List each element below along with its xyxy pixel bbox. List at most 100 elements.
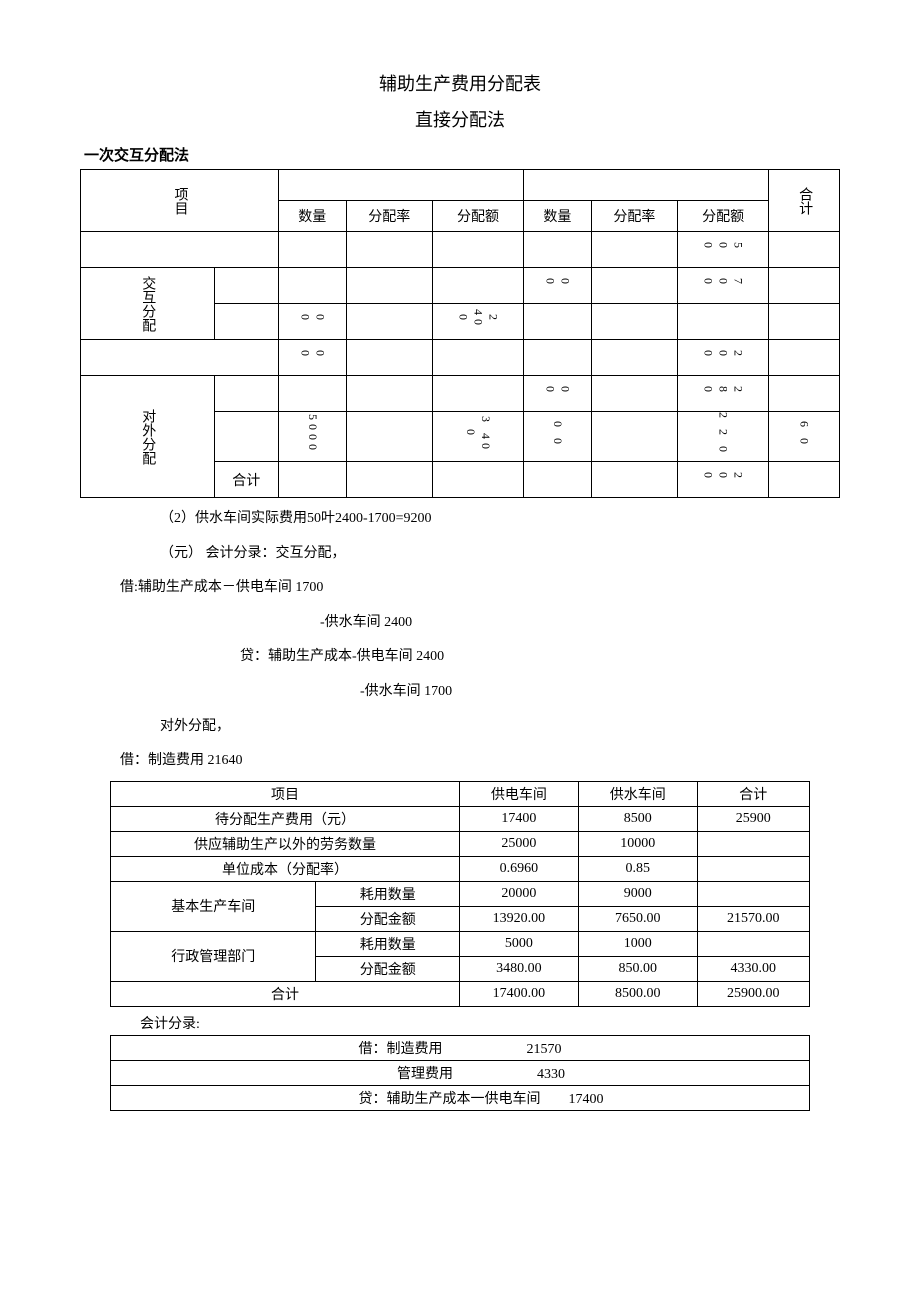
paragraph: （元） 会计分录：交互分配， [160, 541, 840, 568]
entries-label: 会计分录: [140, 1013, 840, 1033]
cell [81, 232, 279, 268]
cell: 2 8 0 [678, 376, 769, 412]
cell [432, 268, 523, 304]
cell [432, 232, 523, 268]
header-group-1 [278, 170, 523, 201]
header-item: 项目 [81, 170, 279, 232]
cell [214, 304, 278, 340]
cell [697, 931, 809, 956]
cell: 3 40 0 [432, 412, 523, 462]
cell [697, 831, 809, 856]
cell: 0 0 [524, 412, 592, 462]
table-row: 合计 17400.00 8500.00 25900.00 [111, 981, 810, 1006]
cell [346, 304, 432, 340]
paragraph: -供水车间 1700 [360, 679, 840, 706]
cell: 待分配生产费用（元） [111, 806, 460, 831]
cell: 0 0 [278, 340, 346, 376]
cell: 2 40 0 [432, 304, 523, 340]
cell: 13920.00 [460, 906, 579, 931]
cell [346, 376, 432, 412]
cell: 0.6960 [460, 856, 579, 881]
header-total: 合计 [769, 170, 840, 232]
cell [432, 462, 523, 498]
cell [591, 462, 677, 498]
cell [346, 462, 432, 498]
cell: 2 2 0 [678, 412, 769, 462]
header-rate2: 分配率 [591, 201, 677, 232]
cell [591, 376, 677, 412]
cell [278, 376, 346, 412]
cell [769, 304, 840, 340]
table-row: 对外分配 0 0 2 8 0 [81, 376, 840, 412]
cell: 21570.00 [697, 906, 809, 931]
cell: 850.00 [578, 956, 697, 981]
cell: 行政管理部门 [111, 931, 316, 981]
cell [591, 340, 677, 376]
cell [346, 232, 432, 268]
cell: 分配金额 [316, 956, 460, 981]
cell [278, 232, 346, 268]
paragraph: 借：制造费用 21640 [120, 748, 840, 775]
cell: 基本生产车间 [111, 881, 316, 931]
cell: 6 0 [769, 412, 840, 462]
cell [769, 340, 840, 376]
table-row: 贷：辅助生产成本一供电车间 17400 [111, 1085, 810, 1110]
cell [769, 462, 840, 498]
cell: 供应辅助生产以外的劳务数量 [111, 831, 460, 856]
heji-label: 合计 [214, 462, 278, 498]
cell: 20000 [460, 881, 579, 906]
cell: 17400 [460, 806, 579, 831]
direct-alloc-table: 项目 供电车间 供水车间 合计 待分配生产费用（元） 17400 8500 25… [110, 781, 810, 1007]
cell [697, 881, 809, 906]
cell [81, 340, 279, 376]
table-row: 单位成本（分配率） 0.6960 0.85 [111, 856, 810, 881]
cell: 合计 [111, 981, 460, 1006]
method-label: 一次交互分配法 [84, 144, 840, 165]
cell: 0 0 [524, 268, 592, 304]
cell [524, 462, 592, 498]
paragraph: 借:辅助生产成本－供电车间 1700 [120, 575, 840, 602]
table-row: 管理费用 4330 [111, 1060, 810, 1085]
cell [214, 268, 278, 304]
cell: 3480.00 [460, 956, 579, 981]
cell [432, 376, 523, 412]
cell [678, 304, 769, 340]
cell: 0 0 [524, 376, 592, 412]
table-row: 项目 合计 [81, 170, 840, 201]
sub-title: 直接分配法 [80, 106, 840, 132]
cell: 25000 [460, 831, 579, 856]
cell: 25900 [697, 806, 809, 831]
header-item: 项目 [111, 781, 460, 806]
cell [278, 268, 346, 304]
cell: 9000 [578, 881, 697, 906]
table-row: 项目 供电车间 供水车间 合计 [111, 781, 810, 806]
cell [524, 340, 592, 376]
header-amount2: 分配额 [678, 201, 769, 232]
cell [591, 412, 677, 462]
cell: 耗用数量 [316, 881, 460, 906]
cell [346, 268, 432, 304]
cross-alloc-table: 项目 合计 数量 分配率 分配额 数量 分配率 分配额 5 0 0 交互分配 0… [80, 169, 840, 498]
cell [697, 856, 809, 881]
paragraph: 贷：辅助生产成本-供电车间 2400 [240, 644, 840, 671]
cell: 5000 [460, 931, 579, 956]
header-amount: 分配额 [432, 201, 523, 232]
paragraph: （2）供水车间实际费用50叶2400-1700=9200 [160, 506, 840, 533]
cell [769, 232, 840, 268]
cell [524, 304, 592, 340]
cross-label: 交互分配 [81, 268, 215, 340]
cell [214, 412, 278, 462]
table-row: 行政管理部门 耗用数量 5000 1000 [111, 931, 810, 956]
table-row: 借：制造费用 21570 [111, 1035, 810, 1060]
cell: 4330.00 [697, 956, 809, 981]
cell [524, 232, 592, 268]
cell: 25900.00 [697, 981, 809, 1006]
cell [432, 340, 523, 376]
cell: 10000 [578, 831, 697, 856]
cell: 借：制造费用 21570 [111, 1035, 810, 1060]
cell: 2 0 0 [678, 340, 769, 376]
cell: 2 0 0 [678, 462, 769, 498]
cell [769, 376, 840, 412]
cell: 0.85 [578, 856, 697, 881]
cell [591, 268, 677, 304]
